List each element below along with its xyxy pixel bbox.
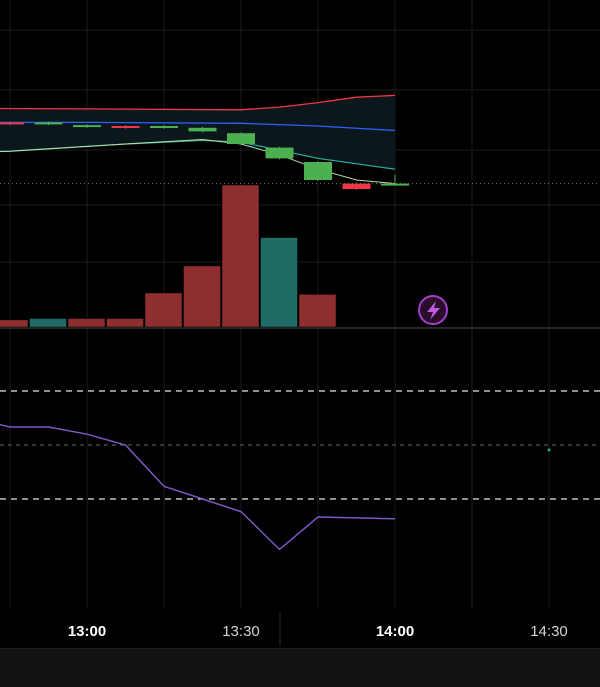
candle-body — [304, 162, 332, 180]
time-tick-label: 13:00 — [68, 623, 106, 640]
volume-bar — [106, 318, 144, 328]
volume-bar — [29, 318, 67, 328]
time-tick-label: 14:30 — [530, 623, 568, 640]
candle-body — [0, 122, 24, 125]
candle-body — [227, 133, 255, 144]
volume-bar — [183, 265, 221, 328]
candle-body — [34, 122, 63, 125]
osc-dot — [547, 448, 551, 452]
lightning-icon — [427, 301, 440, 320]
oscillator-pane — [0, 390, 600, 551]
volume-bar — [260, 237, 298, 328]
band-fill — [0, 95, 395, 170]
volume-bar — [221, 184, 260, 328]
volume-bar — [298, 294, 337, 328]
volume-bar — [144, 292, 183, 328]
oscillator-line — [0, 423, 396, 551]
event-marker[interactable] — [418, 295, 448, 325]
volume-bar — [67, 318, 106, 328]
upper-band-line — [0, 94, 396, 111]
band-area — [0, 95, 395, 170]
time-tick-label: 13:30 — [222, 623, 260, 640]
candle-body — [150, 126, 178, 128]
candle-body — [188, 127, 217, 132]
volume-bar — [0, 319, 29, 328]
candle-body — [73, 125, 101, 128]
footer-bar — [0, 648, 600, 687]
time-tick-label: 14:00 — [376, 623, 414, 640]
candle-body — [265, 147, 294, 159]
volume-bars — [0, 184, 337, 328]
candle-body — [342, 183, 371, 189]
candle-body — [111, 126, 140, 128]
candlesticks — [0, 121, 409, 190]
candle-body — [381, 183, 409, 186]
